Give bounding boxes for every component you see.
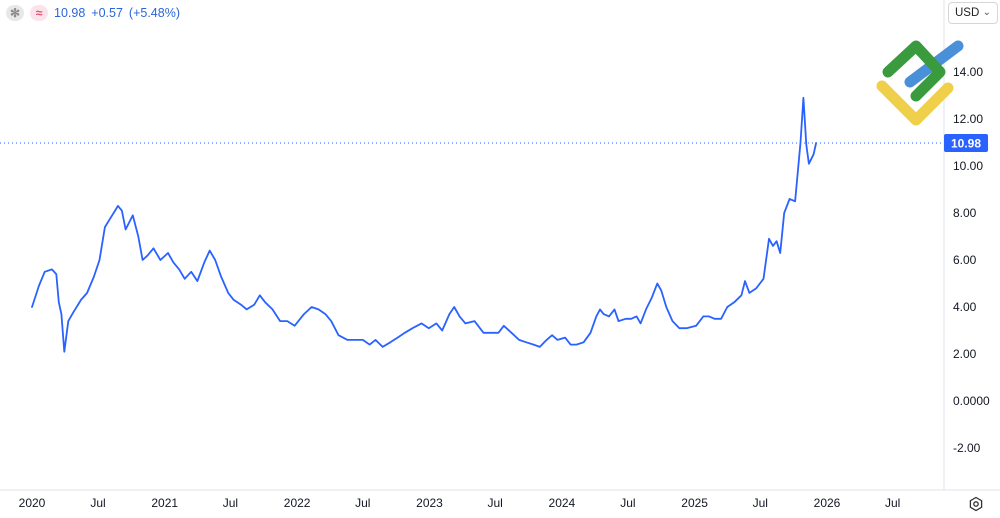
last-price-tag [944, 133, 988, 152]
chevron-down-icon: ⌄ [982, 7, 991, 18]
y-tick-label: 0.0000 [953, 394, 990, 408]
x-tick-label: 2022 [284, 496, 311, 510]
y-tick-label: 2.00 [953, 347, 977, 361]
currency-select[interactable]: USD ⌄ [948, 2, 998, 24]
y-tick-label: 10.00 [953, 159, 983, 173]
y-tick-label: 6.00 [953, 253, 977, 267]
price-series-line [31, 96, 817, 353]
y-tick-label: 8.00 [953, 206, 977, 220]
settings-button[interactable] [966, 494, 986, 514]
x-tick-label: 2021 [151, 496, 178, 510]
x-tick-label: Jul [223, 496, 238, 510]
x-tick-label: Jul [355, 496, 370, 510]
price-change-percent: (+5.48%) [128, 6, 180, 20]
logo-yellow-stroke [876, 80, 954, 126]
approx-icon[interactable]: ≈ [30, 5, 48, 21]
last-price: 10.98 [54, 6, 86, 20]
y-tick-label: 12.00 [953, 112, 983, 126]
price-change: +0.57 [91, 6, 123, 20]
y-axis: 14.00 12.00 10.00 8.00 6.00 4.00 2.00 0.0000 -2.… [943, 0, 990, 490]
y-tick-label: 4.00 [953, 300, 977, 314]
x-tick-label: 2023 [416, 496, 443, 510]
asterisk-icon[interactable]: ✻ [6, 5, 24, 21]
last-price-tag-label: 10.98 [951, 136, 981, 150]
x-tick-label: 2026 [814, 496, 841, 510]
x-tick-label: Jul [620, 496, 635, 510]
x-tick-label: Jul [753, 496, 768, 510]
y-tick-label: -2.00 [953, 441, 981, 455]
symbol-legend: ✻ ≈ 10.98 +0.57 (+5.48%) [6, 4, 180, 22]
currency-value: USD [955, 7, 980, 19]
x-axis: 2020 Jul 2021 Jul 2022 Jul 2023 Jul 2024 Jul 2025 J… [0, 489, 1000, 510]
brand-logo [876, 40, 964, 126]
x-tick-label: 2020 [19, 496, 46, 510]
x-tick-label: Jul [885, 496, 900, 510]
x-tick-label: Jul [487, 496, 502, 510]
x-tick-label: 2024 [549, 496, 576, 510]
x-tick-label: 2025 [681, 496, 708, 510]
gear-icon [969, 496, 983, 512]
logo-green-stroke [882, 40, 946, 102]
x-tick-label: Jul [90, 496, 105, 510]
y-tick-label: 14.00 [953, 65, 983, 79]
plot-area [0, 96, 944, 353]
